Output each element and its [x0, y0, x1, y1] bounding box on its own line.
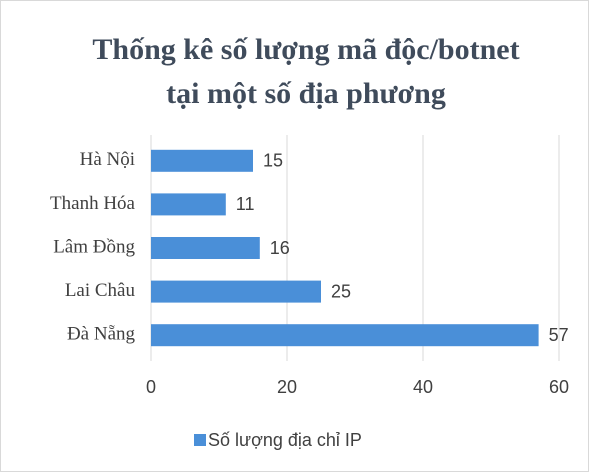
- y-tick-label: Đà Nẵng: [67, 324, 136, 345]
- x-tick-label: 0: [146, 377, 156, 397]
- bar: [151, 280, 321, 303]
- chart-title: Thống kê số lượng mã độc/botnet: [92, 33, 519, 66]
- y-tick-label: Lâm Đồng: [53, 236, 135, 257]
- data-label: 25: [331, 281, 351, 301]
- data-label: 16: [270, 238, 290, 258]
- bar: [151, 193, 226, 216]
- y-tick-label: Hà Nội: [80, 149, 135, 170]
- y-tick-label: Lai Châu: [65, 280, 136, 301]
- y-tick-label: Thanh Hóa: [50, 193, 136, 214]
- x-tick-label: 60: [549, 377, 569, 397]
- data-label: 57: [549, 325, 569, 345]
- x-tick-label: 40: [413, 377, 433, 397]
- bar: [151, 149, 253, 172]
- x-tick-label: 20: [277, 377, 297, 397]
- bar: [151, 237, 260, 259]
- legend-swatch: [194, 434, 206, 446]
- bar: [151, 324, 539, 347]
- data-label: 11: [236, 194, 255, 214]
- legend-label: Số lượng địa chỉ IP: [208, 430, 362, 450]
- data-label: 15: [263, 151, 283, 171]
- chart-title: tại một số địa phương: [166, 77, 446, 110]
